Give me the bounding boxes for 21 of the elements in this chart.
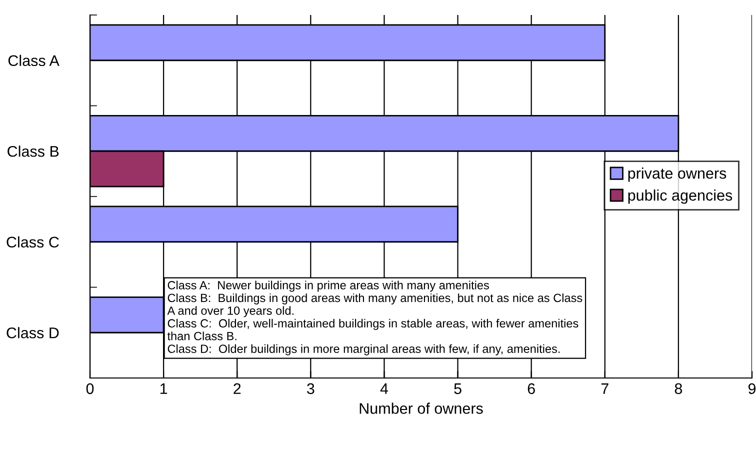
x-tick-label: 9 (748, 383, 756, 394)
y-tick-label: Class A (8, 54, 60, 66)
x-tick-label: 5 (454, 383, 462, 394)
x-tick-label: 7 (601, 383, 608, 394)
legend-label: private owners (628, 168, 726, 182)
x-tick-label: 2 (234, 383, 241, 394)
x-axis-title: Number of owners (360, 402, 483, 414)
y-tick-label: Class D (6, 327, 59, 338)
annotation: Class B: Buildings in good areas with many amenities, but not as nice as Class A and over 10 years old. (167, 293, 582, 318)
x-tick-label: 4 (380, 383, 388, 394)
annotation: Class D: Older buildings in more marginal areas with few, if any, amenities. (168, 344, 560, 356)
x-tick-label: 6 (528, 383, 535, 394)
x-tick-label: 8 (674, 383, 682, 394)
annotation: Class C: Older, well-maintained buildings in stable areas, with fewer amenities than Class B. (167, 318, 578, 340)
y-tick-label: Class C (6, 236, 59, 248)
legend-label: public agencies (628, 190, 732, 204)
x-tick-label: 0 (86, 383, 94, 394)
y-tick-label: Class B (8, 146, 59, 157)
x-tick-label: 3 (307, 383, 314, 394)
x-tick-label: 1 (160, 383, 168, 394)
annotation: Class A: Newer buildings in prime areas with many amenities (168, 280, 489, 292)
